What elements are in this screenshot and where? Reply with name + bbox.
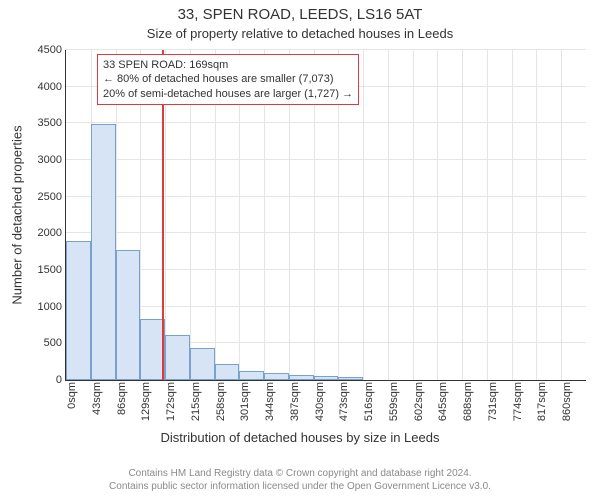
gridline-v bbox=[512, 50, 513, 380]
annotation-line-2: ← 80% of detached houses are smaller (7,… bbox=[103, 72, 353, 86]
gridline-v bbox=[437, 50, 438, 380]
footer-line-2: Contains public sector information licen… bbox=[109, 481, 491, 492]
gridline-v bbox=[388, 50, 389, 380]
gridline-v bbox=[536, 50, 537, 380]
histogram-bar bbox=[165, 335, 190, 380]
x-tick-label: 129sqm bbox=[140, 382, 152, 421]
annotation-line-1: 33 SPEN ROAD: 169sqm bbox=[103, 58, 353, 72]
y-tick-label: 1000 bbox=[38, 301, 66, 313]
histogram-bar bbox=[314, 376, 339, 380]
y-tick-label: 3500 bbox=[38, 117, 66, 129]
x-tick-label: 301sqm bbox=[239, 382, 251, 421]
x-tick-label: 516sqm bbox=[363, 382, 375, 421]
x-tick-label: 215sqm bbox=[190, 382, 202, 421]
gridline-h bbox=[66, 122, 586, 123]
gridline-h bbox=[66, 196, 586, 197]
x-tick-label: 258sqm bbox=[215, 382, 227, 421]
x-tick-label: 559sqm bbox=[388, 382, 400, 421]
gridline-v bbox=[487, 50, 488, 380]
gridline-v bbox=[363, 50, 364, 380]
footer-line-1: Contains HM Land Registry data © Crown c… bbox=[128, 468, 471, 479]
x-tick-label: 86sqm bbox=[116, 382, 128, 415]
histogram-bar bbox=[116, 250, 141, 380]
x-tick-label: 602sqm bbox=[413, 382, 425, 421]
x-tick-label: 817sqm bbox=[536, 382, 548, 421]
x-tick-label: 731sqm bbox=[487, 382, 499, 421]
y-tick-label: 4500 bbox=[38, 44, 66, 56]
annotation-line-3: 20% of semi-detached houses are larger (… bbox=[103, 87, 353, 101]
x-tick-label: 860sqm bbox=[561, 382, 573, 421]
x-tick-label: 387sqm bbox=[289, 382, 301, 421]
x-tick-label: 43sqm bbox=[91, 382, 103, 415]
y-tick-label: 500 bbox=[44, 337, 66, 349]
footer-credits: Contains HM Land Registry data © Crown c… bbox=[0, 468, 600, 493]
x-tick-label: 473sqm bbox=[338, 382, 350, 421]
y-axis-label: Number of detached properties bbox=[10, 125, 25, 304]
y-tick-label: 2000 bbox=[38, 227, 66, 239]
histogram-bar bbox=[66, 241, 91, 380]
chart-subtitle: Size of property relative to detached ho… bbox=[0, 26, 600, 41]
histogram-bar bbox=[91, 124, 116, 380]
x-tick-label: 430sqm bbox=[314, 382, 326, 421]
x-tick-label: 645sqm bbox=[437, 382, 449, 421]
y-tick-label: 2500 bbox=[38, 191, 66, 203]
histogram-bar bbox=[289, 375, 314, 380]
gridline-h bbox=[66, 159, 586, 160]
gridline-h bbox=[66, 232, 586, 233]
gridline-v bbox=[413, 50, 414, 380]
x-tick-label: 0sqm bbox=[66, 382, 78, 409]
gridline-h bbox=[66, 49, 586, 50]
x-tick-label: 774sqm bbox=[512, 382, 524, 421]
y-tick-label: 1500 bbox=[38, 264, 66, 276]
histogram-bar bbox=[239, 371, 264, 380]
chart-title: 33, SPEN ROAD, LEEDS, LS16 5AT bbox=[0, 6, 600, 23]
chart-container: 33, SPEN ROAD, LEEDS, LS16 5AT Size of p… bbox=[0, 0, 600, 500]
histogram-bar bbox=[215, 364, 240, 380]
gridline-h bbox=[66, 306, 586, 307]
gridline-v bbox=[462, 50, 463, 380]
y-tick-label: 4000 bbox=[38, 81, 66, 93]
gridline-v bbox=[561, 50, 562, 380]
y-tick-label: 3000 bbox=[38, 154, 66, 166]
histogram-bar bbox=[264, 373, 289, 380]
histogram-bar bbox=[190, 348, 215, 380]
x-tick-label: 688sqm bbox=[462, 382, 474, 421]
gridline-h bbox=[66, 269, 586, 270]
annotation-box: 33 SPEN ROAD: 169sqm ← 80% of detached h… bbox=[97, 54, 359, 105]
x-tick-label: 344sqm bbox=[264, 382, 276, 421]
histogram-bar bbox=[140, 319, 165, 380]
x-axis-label: Distribution of detached houses by size … bbox=[0, 430, 600, 445]
y-tick-label: 0 bbox=[56, 374, 66, 386]
x-tick-label: 172sqm bbox=[165, 382, 177, 421]
histogram-bar bbox=[338, 377, 363, 380]
